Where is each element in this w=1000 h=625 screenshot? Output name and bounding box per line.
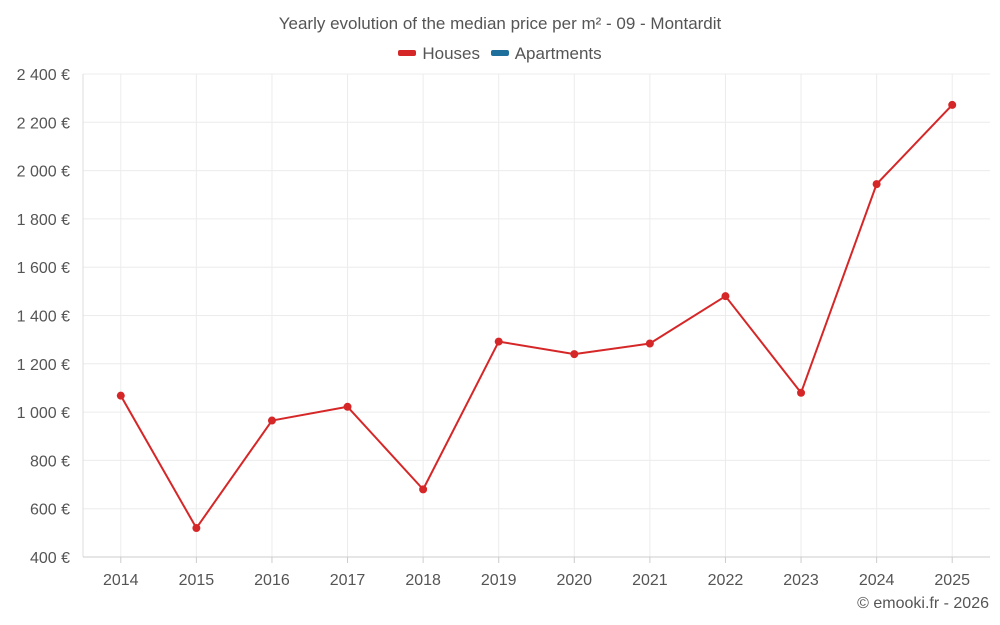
legend-item-houses[interactable]: Houses bbox=[398, 44, 480, 64]
x-tick-label: 2016 bbox=[254, 572, 290, 589]
data-point bbox=[872, 180, 881, 189]
data-point bbox=[267, 416, 276, 425]
data-point bbox=[948, 100, 957, 109]
x-tick-label: 2020 bbox=[556, 572, 592, 589]
data-point bbox=[192, 524, 201, 533]
x-tick-label: 2019 bbox=[481, 572, 517, 589]
data-point bbox=[343, 402, 352, 411]
x-tick-label: 2021 bbox=[632, 572, 668, 589]
y-tick-label: 400 € bbox=[30, 550, 70, 567]
x-tick-label: 2017 bbox=[330, 572, 366, 589]
y-tick-label: 1 600 € bbox=[17, 260, 70, 277]
y-tick-label: 800 € bbox=[30, 453, 70, 470]
data-point bbox=[570, 350, 579, 359]
y-tick-label: 1 200 € bbox=[17, 357, 70, 374]
legend-label-apartments: Apartments bbox=[514, 44, 602, 63]
data-point bbox=[116, 391, 125, 400]
legend: Houses Apartments bbox=[0, 44, 1000, 64]
x-tick-label: 2018 bbox=[405, 572, 441, 589]
y-tick-label: 1 000 € bbox=[17, 405, 70, 422]
x-tick-label: 2023 bbox=[783, 572, 819, 589]
x-tick-label: 2024 bbox=[859, 572, 895, 589]
legend-label-houses: Houses bbox=[422, 44, 480, 63]
legend-swatch-houses bbox=[398, 49, 417, 56]
data-point bbox=[797, 388, 806, 397]
x-tick-label: 2014 bbox=[103, 572, 139, 589]
series-line-houses bbox=[119, 104, 953, 530]
x-tick-label: 2015 bbox=[179, 572, 215, 589]
y-tick-label: 2 000 € bbox=[17, 164, 70, 181]
data-point bbox=[645, 339, 654, 348]
data-point bbox=[419, 485, 428, 494]
legend-item-apartments[interactable]: Apartments bbox=[490, 44, 602, 64]
data-point bbox=[721, 292, 730, 301]
y-tick-label: 2 400 € bbox=[17, 67, 70, 84]
data-point bbox=[494, 337, 503, 346]
x-tick-label: 2025 bbox=[934, 572, 970, 589]
chart-title: Yearly evolution of the median price per… bbox=[278, 14, 722, 33]
legend-swatch-apartments bbox=[490, 49, 509, 56]
y-tick-label: 600 € bbox=[30, 502, 70, 519]
y-tick-label: 2 200 € bbox=[17, 115, 70, 132]
watermark: © emooki.fr - 2026 bbox=[857, 595, 989, 612]
y-tick-label: 1 800 € bbox=[17, 212, 70, 229]
y-tick-label: 1 400 € bbox=[17, 309, 70, 326]
x-tick-label: 2022 bbox=[708, 572, 744, 589]
